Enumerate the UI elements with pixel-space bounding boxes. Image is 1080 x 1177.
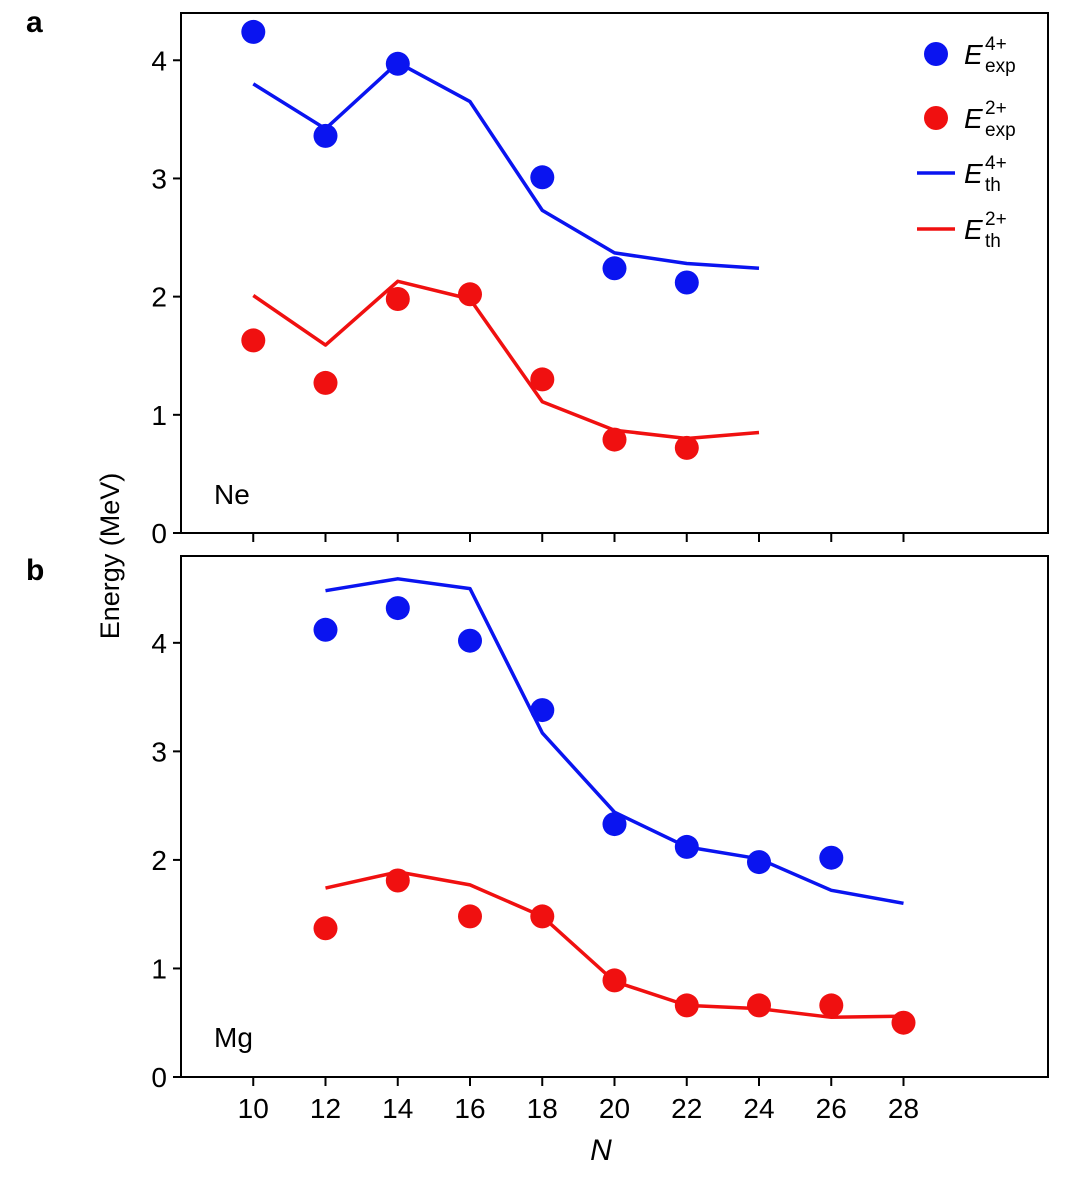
x-tick-label: 20 xyxy=(599,1093,630,1124)
panel-a-data-point xyxy=(313,123,338,148)
panel-a-data-point xyxy=(241,19,266,44)
panel-b-data-point xyxy=(530,904,555,929)
panel-a-y-tick-label: 0 xyxy=(151,518,167,549)
panel-a-data-point xyxy=(458,282,482,307)
panel-b-y-tick-label: 2 xyxy=(151,845,167,876)
panel-b-data-point xyxy=(385,868,410,893)
panel-a-y-tick-label: 4 xyxy=(151,45,167,76)
panel-b-data-point xyxy=(819,845,844,870)
panel-a-data-point xyxy=(241,328,266,353)
panel-a-data-point xyxy=(385,51,410,76)
panel-b-y-tick-label: 0 xyxy=(151,1062,167,1093)
panel-b-data-point xyxy=(747,850,771,875)
panel-a-data-point xyxy=(602,256,627,281)
legend-label-main: E xyxy=(964,158,983,189)
panel-b-data-point xyxy=(602,812,627,837)
panel-a-data-point xyxy=(674,435,699,460)
panel-a-y-tick-label: 1 xyxy=(151,400,167,431)
panel-letter-a: a xyxy=(26,6,43,39)
panel-a-data-point xyxy=(530,367,555,392)
x-tick-label: 14 xyxy=(382,1093,413,1124)
x-tick-label: 22 xyxy=(671,1093,702,1124)
panel-a-element-label: Ne xyxy=(214,479,250,510)
legend-label-subscript: th xyxy=(985,231,1001,252)
panel-a-y-tick-label: 2 xyxy=(151,282,167,313)
legend-label-subscript: th xyxy=(985,175,1001,196)
panel-a-data-point xyxy=(602,427,627,452)
panel-b-data-point xyxy=(313,916,338,941)
panel-b-data-point xyxy=(458,904,482,929)
panel-b-data-point xyxy=(458,628,482,653)
legend-marker-circle xyxy=(924,106,948,130)
panel-b-data-point xyxy=(674,993,699,1018)
legend-label-superscript: 4+ xyxy=(985,153,1007,174)
x-tick-label: 26 xyxy=(816,1093,847,1124)
panel-a-data-point xyxy=(530,165,555,190)
panel-a-ne: Ne 0 1 2 3 4 xyxy=(151,12,1049,549)
panel-b-data-point xyxy=(602,968,627,993)
panel-a-data-point xyxy=(674,270,699,295)
y-axis-title: Energy (MeV) xyxy=(95,473,125,640)
x-tick-label: 16 xyxy=(454,1093,485,1124)
x-tick-label: 10 xyxy=(238,1093,269,1124)
legend-label-subscript: exp xyxy=(985,120,1016,141)
legend-label-superscript: 2+ xyxy=(985,209,1007,230)
x-axis-title: N xyxy=(590,1134,612,1167)
legend-label-superscript: 2+ xyxy=(985,98,1007,119)
panel-a-y-tick-label: 3 xyxy=(151,163,167,194)
legend-label-main: E xyxy=(964,214,983,245)
panel-b-y-tick-label: 1 xyxy=(151,953,167,984)
panel-b-data-point xyxy=(891,1010,916,1035)
legend-label-main: E xyxy=(964,39,983,70)
x-tick-label: 24 xyxy=(743,1093,774,1124)
legend-label-main: E xyxy=(964,103,983,134)
x-tick-label: 18 xyxy=(527,1093,558,1124)
panel-b-data-point xyxy=(313,617,338,642)
legend-label-subscript: exp xyxy=(985,56,1016,77)
panel-a-series-line xyxy=(252,60,760,271)
panel-b-data-point xyxy=(819,993,844,1018)
panel-b-data-point xyxy=(530,698,555,723)
panel-b-y-tick-label: 4 xyxy=(151,628,167,659)
panel-a-data-point xyxy=(313,370,338,395)
x-tick-label: 12 xyxy=(310,1093,341,1124)
panel-a-data-point xyxy=(385,287,410,311)
panel-letter-b: b xyxy=(26,554,44,587)
panel-b-series-line xyxy=(325,577,904,906)
panel-b-series-line xyxy=(325,870,904,1020)
panel-b-element-label: Mg xyxy=(214,1022,253,1053)
panel-a-series-line xyxy=(252,279,760,441)
panel-b-y-tick-label: 3 xyxy=(151,736,167,767)
panel-b-data-point xyxy=(747,993,771,1018)
panel-b-data-point xyxy=(674,834,699,859)
legend-marker-circle xyxy=(924,42,948,66)
panel-b-data-point xyxy=(385,596,410,621)
x-tick-label: 28 xyxy=(888,1093,919,1124)
legend-label-superscript: 4+ xyxy=(985,34,1007,55)
